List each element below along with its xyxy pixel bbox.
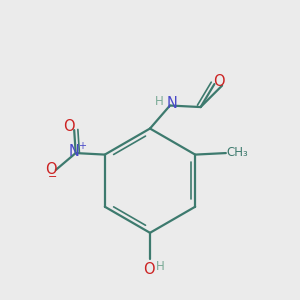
Text: CH₃: CH₃ bbox=[227, 146, 248, 159]
Text: H: H bbox=[155, 95, 164, 108]
Text: −: − bbox=[48, 172, 58, 182]
Text: N: N bbox=[167, 96, 178, 111]
Text: O: O bbox=[143, 262, 154, 277]
Text: O: O bbox=[213, 74, 225, 89]
Text: O: O bbox=[63, 119, 74, 134]
Text: H: H bbox=[156, 260, 164, 273]
Text: N: N bbox=[69, 144, 80, 159]
Text: +: + bbox=[78, 141, 86, 151]
Text: O: O bbox=[45, 162, 57, 177]
